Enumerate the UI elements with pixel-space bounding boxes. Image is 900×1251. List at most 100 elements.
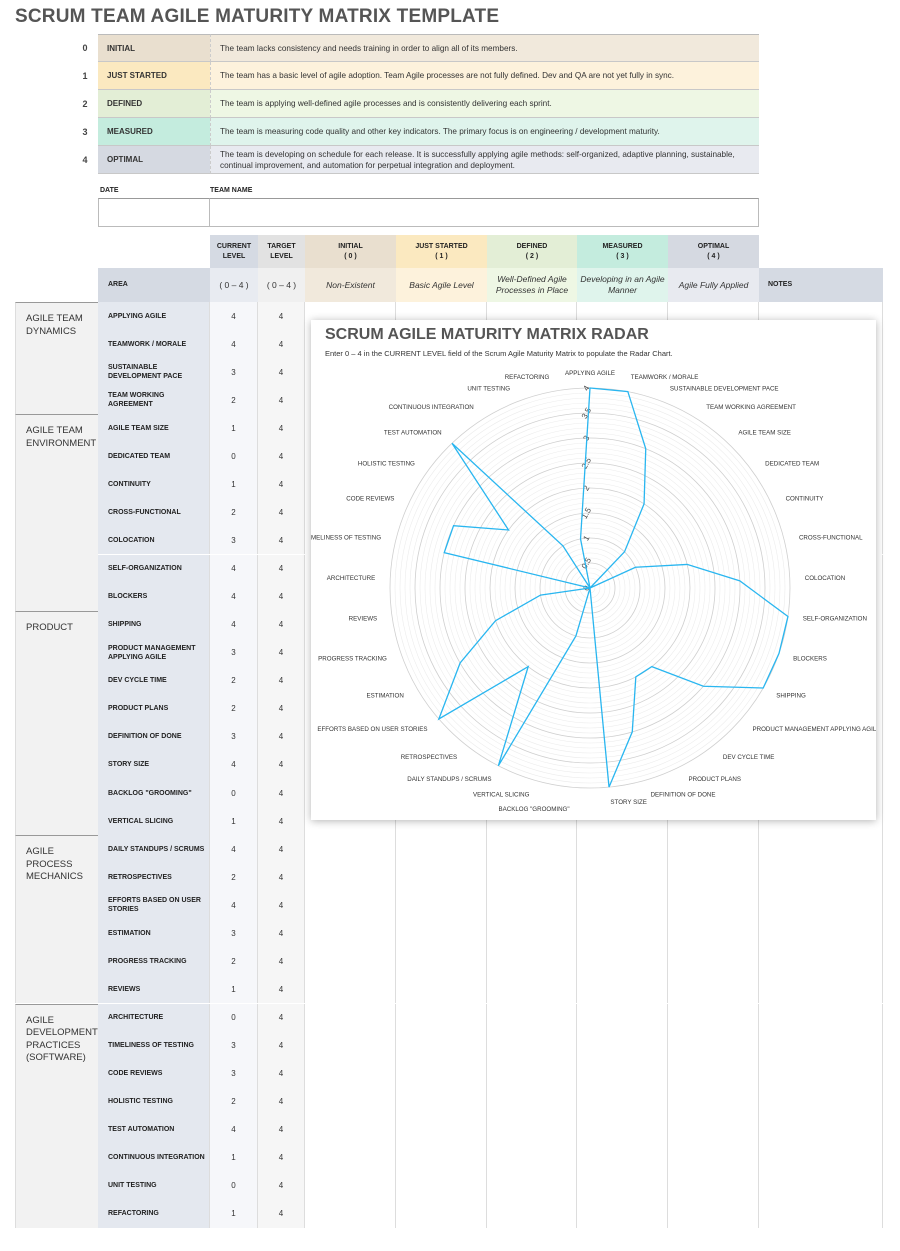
current-level-cell[interactable]: 0	[210, 779, 258, 808]
notes-cell[interactable]	[759, 947, 883, 976]
level-check-cell[interactable]	[487, 1199, 577, 1228]
target-level-cell[interactable]: 4	[258, 1003, 305, 1032]
current-level-cell[interactable]: 2	[210, 694, 258, 723]
current-level-cell[interactable]: 4	[210, 302, 258, 330]
level-check-cell[interactable]	[668, 1199, 759, 1228]
current-level-cell[interactable]: 1	[210, 470, 258, 499]
level-check-cell[interactable]	[577, 891, 668, 920]
notes-cell[interactable]	[759, 863, 883, 892]
current-level-cell[interactable]: 3	[210, 1059, 258, 1088]
level-check-cell[interactable]	[668, 891, 759, 920]
level-check-cell[interactable]	[577, 1003, 668, 1032]
level-check-cell[interactable]	[577, 1087, 668, 1116]
level-check-cell[interactable]	[577, 947, 668, 976]
level-check-cell[interactable]	[396, 1031, 487, 1060]
notes-cell[interactable]	[759, 1143, 883, 1172]
level-check-cell[interactable]	[668, 835, 759, 864]
level-check-cell[interactable]	[396, 835, 487, 864]
level-check-cell[interactable]	[577, 863, 668, 892]
target-level-cell[interactable]: 4	[258, 722, 305, 751]
level-check-cell[interactable]	[668, 975, 759, 1004]
current-level-cell[interactable]: 2	[210, 386, 258, 415]
current-level-cell[interactable]: 4	[210, 582, 258, 611]
current-level-cell[interactable]: 4	[210, 330, 258, 359]
level-check-cell[interactable]	[577, 1199, 668, 1228]
level-check-cell[interactable]	[577, 975, 668, 1004]
level-check-cell[interactable]	[577, 1143, 668, 1172]
level-check-cell[interactable]	[577, 1059, 668, 1088]
level-check-cell[interactable]	[487, 1003, 577, 1032]
level-check-cell[interactable]	[305, 891, 396, 920]
target-level-cell[interactable]: 4	[258, 1115, 305, 1144]
target-level-cell[interactable]: 4	[258, 1171, 305, 1200]
notes-cell[interactable]	[759, 1087, 883, 1116]
level-check-cell[interactable]	[577, 835, 668, 864]
level-check-cell[interactable]	[305, 919, 396, 948]
current-level-cell[interactable]: 3	[210, 1031, 258, 1060]
target-level-cell[interactable]: 4	[258, 358, 305, 387]
level-check-cell[interactable]	[396, 1003, 487, 1032]
level-check-cell[interactable]	[668, 1087, 759, 1116]
current-level-cell[interactable]: 0	[210, 442, 258, 471]
level-check-cell[interactable]	[305, 947, 396, 976]
current-level-cell[interactable]: 3	[210, 638, 258, 667]
level-check-cell[interactable]	[396, 863, 487, 892]
target-level-cell[interactable]: 4	[258, 610, 305, 639]
level-check-cell[interactable]	[577, 919, 668, 948]
current-level-cell[interactable]: 0	[210, 1171, 258, 1200]
target-level-cell[interactable]: 4	[258, 526, 305, 555]
level-check-cell[interactable]	[487, 1059, 577, 1088]
target-level-cell[interactable]: 4	[258, 891, 305, 920]
current-level-cell[interactable]: 1	[210, 975, 258, 1004]
target-level-cell[interactable]: 4	[258, 414, 305, 443]
level-check-cell[interactable]	[305, 1143, 396, 1172]
notes-cell[interactable]	[759, 891, 883, 920]
level-check-cell[interactable]	[396, 1199, 487, 1228]
level-check-cell[interactable]	[487, 835, 577, 864]
level-check-cell[interactable]	[305, 1199, 396, 1228]
level-check-cell[interactable]	[668, 1115, 759, 1144]
level-check-cell[interactable]	[487, 891, 577, 920]
target-level-cell[interactable]: 4	[258, 779, 305, 808]
current-level-cell[interactable]: 4	[210, 891, 258, 920]
target-level-cell[interactable]: 4	[258, 302, 305, 330]
level-check-cell[interactable]	[396, 919, 487, 948]
current-level-cell[interactable]: 4	[210, 750, 258, 779]
notes-cell[interactable]	[759, 1031, 883, 1060]
target-level-cell[interactable]: 4	[258, 498, 305, 527]
level-check-cell[interactable]	[668, 863, 759, 892]
current-level-cell[interactable]: 4	[210, 835, 258, 864]
current-level-cell[interactable]: 3	[210, 526, 258, 555]
level-check-cell[interactable]	[668, 1143, 759, 1172]
level-check-cell[interactable]	[487, 863, 577, 892]
target-level-cell[interactable]: 4	[258, 807, 305, 836]
level-check-cell[interactable]	[668, 1003, 759, 1032]
notes-cell[interactable]	[759, 1059, 883, 1088]
current-level-cell[interactable]: 3	[210, 358, 258, 387]
target-level-cell[interactable]: 4	[258, 863, 305, 892]
level-check-cell[interactable]	[396, 1115, 487, 1144]
level-check-cell[interactable]	[396, 891, 487, 920]
current-level-cell[interactable]: 1	[210, 1143, 258, 1172]
level-check-cell[interactable]	[396, 1059, 487, 1088]
target-level-cell[interactable]: 4	[258, 1199, 305, 1228]
current-level-cell[interactable]: 1	[210, 1199, 258, 1228]
team-name-field[interactable]	[210, 198, 759, 227]
notes-cell[interactable]	[759, 835, 883, 864]
level-check-cell[interactable]	[668, 1171, 759, 1200]
level-check-cell[interactable]	[305, 1003, 396, 1032]
target-level-cell[interactable]: 4	[258, 947, 305, 976]
level-check-cell[interactable]	[396, 1171, 487, 1200]
level-check-cell[interactable]	[396, 947, 487, 976]
current-level-cell[interactable]: 1	[210, 807, 258, 836]
current-level-cell[interactable]: 0	[210, 1003, 258, 1032]
notes-cell[interactable]	[759, 1199, 883, 1228]
target-level-cell[interactable]: 4	[258, 582, 305, 611]
target-level-cell[interactable]: 4	[258, 1143, 305, 1172]
current-level-cell[interactable]: 4	[210, 610, 258, 639]
notes-cell[interactable]	[759, 1171, 883, 1200]
target-level-cell[interactable]: 4	[258, 554, 305, 583]
level-check-cell[interactable]	[487, 1087, 577, 1116]
level-check-cell[interactable]	[305, 1171, 396, 1200]
level-check-cell[interactable]	[577, 1031, 668, 1060]
